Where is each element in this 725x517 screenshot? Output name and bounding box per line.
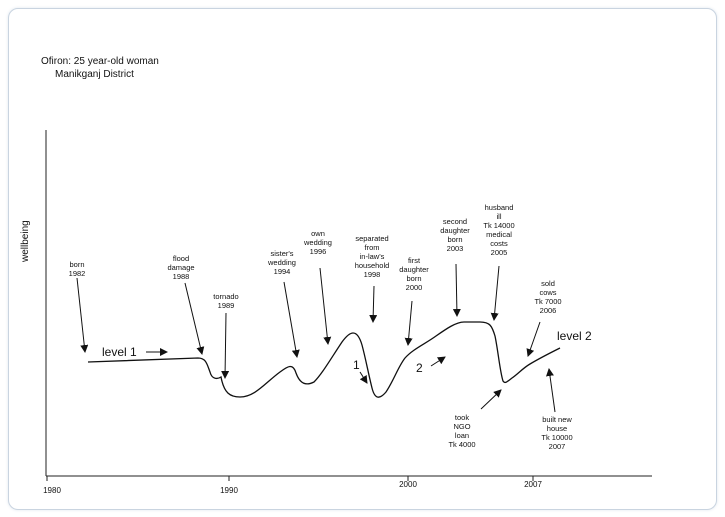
x-tick-label-2007: 2007 — [524, 480, 542, 489]
svg-text:damage: damage — [167, 263, 194, 272]
svg-text:husband: husband — [485, 203, 514, 212]
svg-text:in-law's: in-law's — [360, 252, 385, 261]
svg-text:1994: 1994 — [274, 267, 291, 276]
first-daughter-arrow — [404, 300, 413, 346]
event-label-ngo-loan: took NGO loan Tk 4000 — [448, 413, 475, 449]
svg-text:NGO: NGO — [453, 422, 470, 431]
svg-text:medical: medical — [486, 230, 512, 239]
x-tick-label-1980: 1980 — [43, 486, 61, 495]
title-line-1: Ofiron: 25 year-old woman — [41, 56, 159, 67]
marker-1-label: 1 — [353, 358, 360, 372]
title-line-2: Manikganj District — [55, 69, 134, 80]
new-house-arrow — [546, 368, 556, 413]
svg-text:took: took — [455, 413, 469, 422]
svg-text:separated: separated — [355, 234, 388, 243]
svg-text:1988: 1988 — [173, 272, 190, 281]
svg-text:Tk 7000: Tk 7000 — [534, 297, 561, 306]
svg-text:from: from — [365, 243, 380, 252]
svg-text:costs: costs — [490, 239, 508, 248]
svg-text:cows: cows — [539, 288, 556, 297]
svg-text:born: born — [69, 260, 84, 269]
event-label-first-daughter: first daughter born 2000 — [399, 256, 429, 292]
sister-wedding-arrow — [283, 281, 300, 358]
wellbeing-curve — [87, 321, 561, 398]
event-label-new-house: built new house Tk 10000 2007 — [541, 415, 572, 451]
marker-1-arrow — [359, 371, 368, 384]
event-label-sold-cows: sold cows Tk 7000 2006 — [534, 279, 561, 315]
own-wedding-arrow — [319, 267, 332, 345]
svg-text:Tk 10000: Tk 10000 — [541, 433, 572, 442]
svg-text:born: born — [406, 274, 421, 283]
svg-text:Tk 4000: Tk 4000 — [448, 440, 475, 449]
marker-2-arrow — [430, 356, 446, 367]
separated-arrow — [369, 285, 378, 323]
born-arrow — [76, 277, 89, 353]
svg-text:born: born — [447, 235, 462, 244]
svg-text:tornado: tornado — [213, 292, 238, 301]
svg-text:2007: 2007 — [549, 442, 566, 451]
second-daughter-arrow — [452, 263, 461, 317]
svg-text:daughter: daughter — [440, 226, 470, 235]
svg-text:sold: sold — [541, 279, 555, 288]
svg-text:second: second — [443, 217, 467, 226]
svg-text:first: first — [408, 256, 421, 265]
diagram-title: Ofiron: 25 year-old woman Manikganj Dist… — [41, 55, 159, 81]
ngo-loan-arrow — [480, 389, 502, 410]
svg-text:1982: 1982 — [69, 269, 86, 278]
x-tick-label-2000: 2000 — [399, 480, 417, 489]
svg-text:1996: 1996 — [310, 247, 327, 256]
event-label-second-daughter: second daughter born 2003 — [440, 217, 470, 253]
svg-text:1989: 1989 — [218, 301, 235, 310]
svg-text:ill: ill — [497, 212, 502, 221]
event-label-born: born 1982 — [69, 260, 86, 278]
svg-text:2005: 2005 — [491, 248, 508, 257]
svg-text:1998: 1998 — [364, 270, 381, 279]
svg-text:sister's: sister's — [270, 249, 293, 258]
svg-text:household: household — [355, 261, 390, 270]
husband-ill-arrow — [490, 265, 500, 321]
x-tick-label-1990: 1990 — [220, 486, 238, 495]
svg-text:loan: loan — [455, 431, 469, 440]
level-2-label: level 2 — [557, 329, 592, 343]
event-label-husband-ill: husband ill Tk 14000 medical costs 2005 — [483, 203, 514, 257]
svg-text:house: house — [547, 424, 567, 433]
svg-text:2000: 2000 — [406, 283, 423, 292]
event-label-separated: separated from in-law's household 1998 — [355, 234, 390, 279]
event-label-flood: flood damage 1988 — [167, 254, 194, 281]
sold-cows-arrow — [526, 321, 541, 357]
svg-text:Tk 14000: Tk 14000 — [483, 221, 514, 230]
flood-arrow — [184, 282, 205, 355]
svg-text:2006: 2006 — [540, 306, 557, 315]
svg-text:wedding: wedding — [267, 258, 296, 267]
svg-text:2003: 2003 — [447, 244, 464, 253]
event-label-own-wedding: own wedding 1996 — [303, 229, 332, 256]
level-1-label: level 1 — [102, 345, 137, 359]
svg-text:built new: built new — [542, 415, 572, 424]
svg-text:wedding: wedding — [303, 238, 332, 247]
tornado-arrow — [221, 312, 230, 379]
event-label-tornado: tornado 1989 — [213, 292, 238, 310]
svg-text:own: own — [311, 229, 325, 238]
diagram-frame — [8, 8, 717, 510]
marker-2-label: 2 — [416, 361, 423, 375]
svg-text:daughter: daughter — [399, 265, 429, 274]
svg-text:flood: flood — [173, 254, 189, 263]
event-label-sister-wedding: sister's wedding 1994 — [267, 249, 296, 276]
